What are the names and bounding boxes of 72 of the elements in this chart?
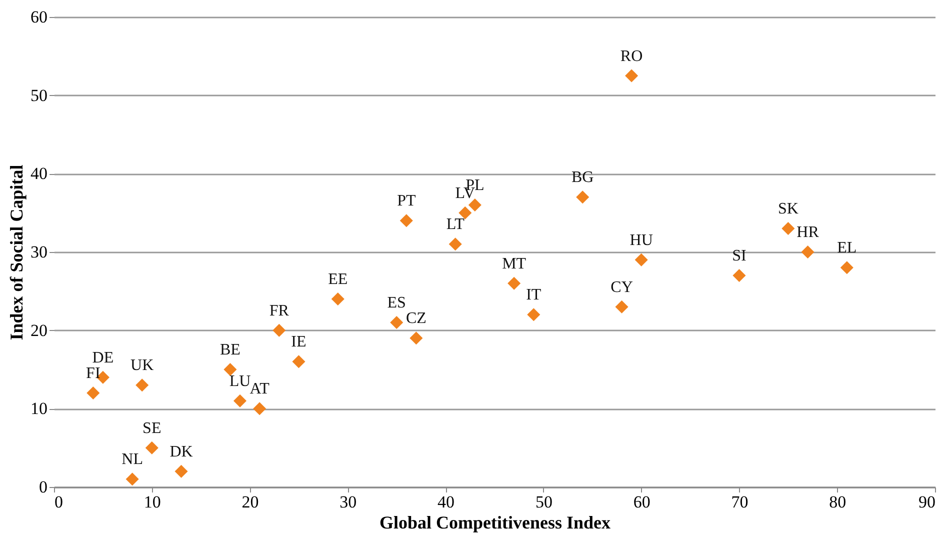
point bbox=[615, 300, 628, 314]
x-tick-label: 60 bbox=[633, 492, 650, 512]
annotation: EL bbox=[837, 240, 857, 257]
point bbox=[801, 245, 814, 259]
point bbox=[782, 222, 795, 236]
y-tick-label: 30 bbox=[30, 242, 48, 262]
y-tick-label: 50 bbox=[30, 86, 48, 105]
annotation: HR bbox=[796, 224, 820, 241]
y-axis-title: Index of Social Capital bbox=[6, 164, 26, 340]
x-tick-label: 10 bbox=[144, 492, 161, 512]
point bbox=[468, 198, 482, 212]
annotation: ES bbox=[387, 294, 406, 312]
point bbox=[331, 292, 344, 306]
annotation: DE bbox=[92, 349, 114, 366]
y-tick-label: 10 bbox=[30, 399, 48, 418]
point bbox=[458, 206, 472, 220]
x-tick-label: 90 bbox=[918, 492, 936, 512]
point bbox=[448, 238, 462, 251]
y-tick-label: 0 bbox=[39, 478, 48, 496]
annotation: SE bbox=[142, 420, 162, 437]
x-tick-label: 50 bbox=[535, 492, 552, 512]
x-axis-title: Global Competitiveness Index bbox=[379, 512, 611, 532]
point bbox=[145, 441, 158, 454]
y-tick-label: 40 bbox=[30, 164, 48, 184]
annotation: AT bbox=[250, 380, 270, 398]
annotation: DK bbox=[170, 443, 194, 460]
point bbox=[136, 378, 149, 392]
annotation: LT bbox=[446, 216, 465, 234]
x-tick-label: 30 bbox=[340, 492, 357, 512]
x-tick-label: 0 bbox=[54, 492, 63, 512]
annotation: BG bbox=[571, 169, 594, 186]
annotation: IT bbox=[526, 286, 542, 304]
x-tick-label: 20 bbox=[242, 492, 259, 512]
point bbox=[174, 464, 188, 478]
annotation: EE bbox=[328, 271, 348, 288]
x-tick-label: 40 bbox=[438, 492, 455, 512]
annotation: HU bbox=[630, 232, 654, 249]
point bbox=[527, 308, 540, 322]
point bbox=[233, 394, 247, 408]
point bbox=[410, 332, 423, 345]
annotation: UK bbox=[130, 357, 154, 374]
point bbox=[732, 268, 746, 282]
annotation: CZ bbox=[406, 310, 426, 328]
point bbox=[253, 402, 266, 416]
annotation: RO bbox=[620, 48, 643, 65]
annotation: LU bbox=[229, 372, 252, 390]
annotation: FR bbox=[269, 302, 290, 320]
annotation: IE bbox=[291, 334, 306, 351]
point bbox=[840, 261, 854, 274]
annotation: MT bbox=[502, 255, 526, 272]
x-tick-label: 70 bbox=[731, 492, 748, 512]
point bbox=[292, 355, 306, 368]
point bbox=[576, 190, 590, 204]
point bbox=[508, 276, 521, 290]
y-tick-label: 60 bbox=[30, 8, 48, 26]
point bbox=[400, 214, 413, 228]
point bbox=[390, 316, 404, 330]
x-tick-label: 80 bbox=[829, 492, 846, 512]
point bbox=[126, 472, 139, 486]
annotation: FI bbox=[86, 365, 100, 382]
annotation: SK bbox=[778, 200, 799, 218]
point bbox=[86, 386, 100, 400]
annotation: CY bbox=[610, 278, 634, 296]
point bbox=[272, 324, 286, 337]
annotation: BE bbox=[220, 342, 240, 358]
point bbox=[634, 253, 648, 266]
annotation: NL bbox=[122, 451, 143, 468]
point bbox=[224, 362, 237, 376]
annotation: SI bbox=[732, 248, 746, 264]
annotation: PT bbox=[397, 192, 416, 210]
point bbox=[625, 69, 638, 82]
y-tick-label: 20 bbox=[30, 320, 48, 340]
